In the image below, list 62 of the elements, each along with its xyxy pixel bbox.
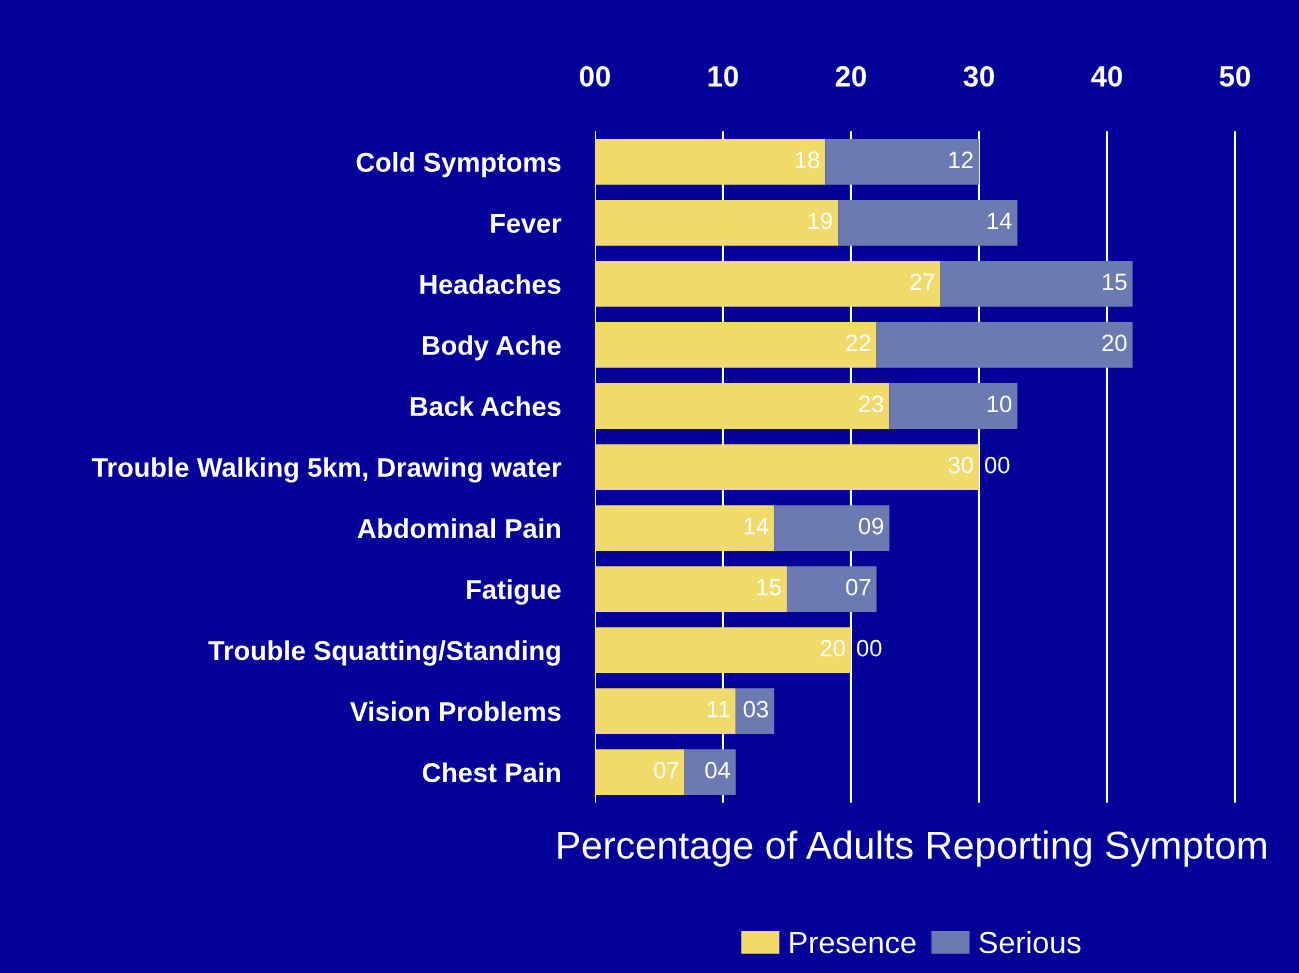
- y-tick-label: Headaches: [420, 274, 561, 295]
- data-label: 19: [808, 212, 832, 230]
- legend-label: Presence: [790, 932, 916, 954]
- bar: [735, 688, 775, 735]
- y-tick-label: Trouble Walking 5km, Drawing water: [91, 457, 562, 483]
- data-label: 00: [985, 456, 1010, 474]
- y-tick-label: Back Aches: [410, 396, 561, 417]
- data-label: 23: [859, 395, 884, 413]
- bar: [594, 444, 979, 490]
- y-tick-label: Vision Problems: [350, 701, 561, 722]
- bar: [594, 138, 826, 185]
- y-tick-label: Chest Pain: [422, 762, 560, 783]
- bar: [594, 688, 736, 735]
- legend-label: Serious: [979, 930, 1081, 954]
- data-label: 07: [846, 578, 871, 596]
- data-label: 04: [705, 761, 730, 779]
- x-axis-title: Percentage of Adults Reporting Symptom: [558, 830, 1266, 867]
- x-tick-label: 00: [579, 66, 610, 87]
- bar: [940, 261, 1133, 307]
- y-tick-label: Abdominal Pain: [357, 518, 560, 539]
- data-label: 22: [846, 334, 871, 352]
- data-label: 27: [910, 273, 935, 291]
- data-label: 09: [858, 517, 884, 535]
- data-label: 20: [820, 639, 845, 657]
- y-tick-label: Fatigue: [467, 579, 561, 605]
- bar: [594, 749, 685, 796]
- bar: [594, 200, 839, 246]
- bar: [876, 322, 1133, 368]
- data-label: 20: [1102, 334, 1127, 352]
- data-label: 11: [707, 701, 730, 718]
- data-label: 03: [743, 700, 768, 718]
- y-tick-label: Body Ache: [422, 335, 561, 361]
- x-tick-label: 20: [835, 66, 866, 87]
- bar: [594, 627, 851, 674]
- data-label: 30: [948, 456, 973, 474]
- data-label: 15: [1103, 273, 1127, 291]
- data-label: 07: [654, 761, 679, 779]
- x-tick-label: 30: [963, 66, 994, 87]
- x-tick-label: 10: [708, 66, 738, 87]
- bar: [889, 383, 1018, 429]
- data-label: 15: [757, 578, 781, 596]
- bar: [684, 749, 736, 796]
- data-label: 10: [987, 395, 1012, 413]
- data-label: 14: [987, 212, 1012, 230]
- bar: [786, 566, 877, 612]
- bar: [825, 138, 979, 185]
- data-label: 14: [744, 517, 769, 535]
- x-tick-label: 50: [1219, 66, 1251, 87]
- bar: [594, 566, 787, 612]
- bar: [594, 383, 890, 429]
- data-label: 00: [857, 639, 882, 657]
- y-tick-label: Cold Symptoms: [356, 152, 561, 178]
- y-tick-label: Trouble Squatting/Standing: [208, 640, 560, 666]
- bar: [774, 505, 890, 551]
- bar: [594, 322, 877, 368]
- bar: [594, 505, 775, 551]
- data-label: 12: [949, 151, 973, 168]
- data-label: 18: [795, 151, 820, 169]
- x-tick-label: 40: [1091, 66, 1123, 87]
- bar: [594, 261, 941, 307]
- bar: [838, 200, 1018, 246]
- y-tick-label: Fever: [491, 214, 562, 233]
